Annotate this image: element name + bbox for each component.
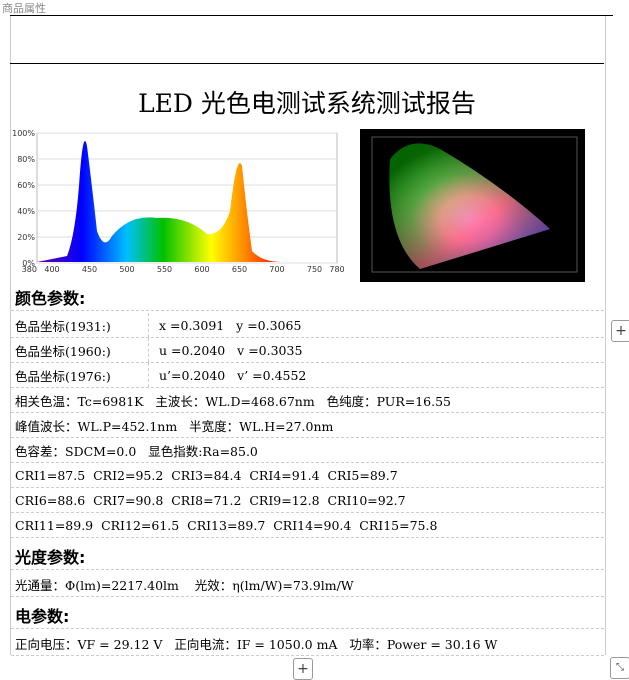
- row-label: 光通量：Φ(lm)=2217.40lm 光效：η(lm/W)=73.9lm/W: [15, 577, 354, 593]
- x-tick-label: 380: [22, 265, 37, 274]
- table-row: 色品坐标(1976:) u’=0.2040 v’ =0.4552: [11, 363, 604, 388]
- x-tick-label: 400: [44, 265, 59, 274]
- spectrum-chart: 100% 80% 60% 40% 20% 0%380 400 450 500 550 600 650 7…: [12, 129, 345, 274]
- table-row: 相关色温：Tc=6981K 主波长：WL.D=468.67nm 色纯度：PUR=…: [11, 388, 604, 413]
- cie-overlay: [389, 143, 550, 269]
- row-value: u =0.2040 v =0.3035: [148, 338, 302, 362]
- y-tick-label: 80%: [17, 155, 35, 164]
- resize-button[interactable]: ⤡: [610, 657, 629, 679]
- rule: [10, 15, 613, 16]
- table-row: 色品坐标(1960:) u =0.2040 v =0.3035: [11, 338, 604, 363]
- row-label: 色品坐标(1960:): [15, 343, 111, 359]
- table-row: 峰值波长：WL.P=452.1nm 半宽度：WL.H=27.0nm: [11, 413, 604, 438]
- add-button[interactable]: +: [611, 320, 629, 342]
- section-heading: 电参数:: [11, 601, 604, 629]
- row-label: CRI11=89.9 CRI12=61.5 CRI13=89.7 CRI14=9…: [15, 517, 438, 533]
- y-tick-label: 60%: [17, 181, 35, 190]
- row-value: x =0.3091 y =0.3065: [148, 313, 301, 337]
- row-label: 相关色温：Tc=6981K 主波长：WL.D=468.67nm 色纯度：PUR=…: [15, 393, 451, 409]
- row-label: 正向电压：VF = 29.12 V 正向电流：IF = 1050.0 mA 功率…: [15, 636, 498, 652]
- row-label: CRI6=88.6 CRI7=90.8 CRI8=71.2 CRI9=12.8 …: [15, 492, 406, 508]
- table-row: 色品坐标(1931:) x =0.3091 y =0.3065: [11, 313, 604, 338]
- y-tick-label: 40%: [17, 207, 35, 216]
- x-tick-label: 600: [194, 265, 209, 274]
- spectrum-curve: [37, 141, 337, 262]
- row-label: 峰值波长：WL.P=452.1nm 半宽度：WL.H=27.0nm: [15, 418, 334, 434]
- y-tick-label: 0%: [22, 259, 35, 268]
- rule: [10, 63, 604, 64]
- table-row: 光通量：Φ(lm)=2217.40lm 光效：η(lm/W)=73.9lm/W: [11, 572, 604, 597]
- add-button[interactable]: +: [293, 658, 313, 680]
- section-heading: 颜色参数:: [11, 283, 604, 311]
- table-row: CRI6=88.6 CRI7=90.8 CRI8=71.2 CRI9=12.8 …: [11, 488, 604, 513]
- x-tick-label: 700: [269, 265, 284, 274]
- row-value: u’=0.2040 v’ =0.4552: [148, 363, 306, 387]
- table-row: 色容差：SDCM=0.0 显色指数:Ra=85.0: [11, 438, 604, 463]
- row-label: CRI1=87.5 CRI2=95.2 CRI3=84.4 CRI4=91.4 …: [15, 467, 398, 483]
- x-tick-label: 450: [82, 265, 97, 274]
- x-tick-label: 750: [307, 265, 322, 274]
- y-tick-label: 100%: [12, 129, 35, 138]
- table-row: CRI11=89.9 CRI12=61.5 CRI13=89.7 CRI14=9…: [11, 513, 604, 538]
- document-frame: [10, 15, 606, 655]
- cie-frame: [371, 136, 578, 273]
- table-row: CRI1=87.5 CRI2=95.2 CRI3=84.4 CRI4=91.4 …: [11, 463, 604, 488]
- section-heading: 光度参数:: [11, 542, 604, 570]
- row-label: 色容差：SDCM=0.0 显色指数:Ra=85.0: [15, 443, 258, 459]
- x-tick-label: 650: [232, 265, 247, 274]
- report-title: LED 光色电测试系统测试报告: [138, 89, 476, 118]
- row-label: 色品坐标(1976:): [15, 368, 111, 384]
- x-tick-label: 550: [157, 265, 172, 274]
- x-tick-label: 500: [119, 265, 134, 274]
- x-tick-label: 780: [329, 265, 344, 274]
- page-label: 商品属性: [2, 2, 46, 15]
- y-tick-label: 20%: [17, 233, 35, 242]
- table-row: 正向电压：VF = 29.12 V 正向电流：IF = 1050.0 mA 功率…: [11, 631, 604, 656]
- row-label: 色品坐标(1931:): [15, 318, 111, 334]
- cie-diagram: [360, 129, 585, 282]
